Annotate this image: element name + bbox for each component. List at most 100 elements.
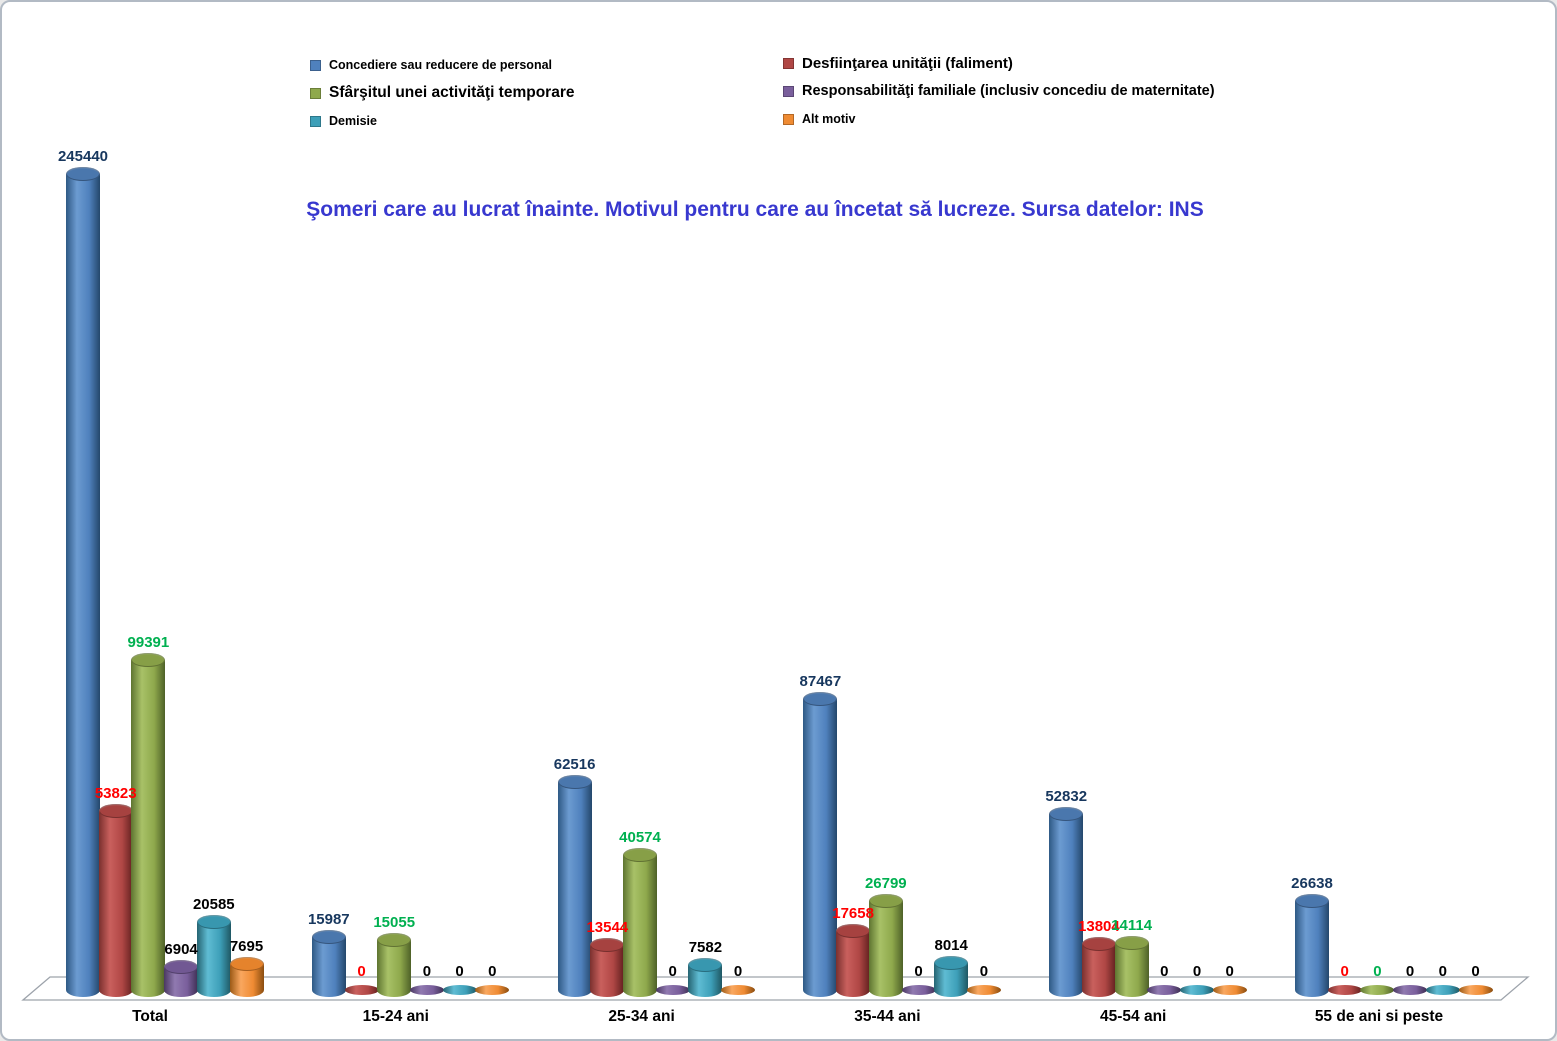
bar-value-label: 26638 [1291, 875, 1333, 892]
bar-value-label: 13544 [586, 919, 629, 936]
chart-title: Şomeri care au lucrat înainte. Motivul p… [306, 198, 1204, 221]
bar-value-label: 17658 [832, 905, 874, 922]
bar-value-label: 0 [1405, 963, 1415, 980]
bar-2-1 [377, 933, 411, 997]
bar-value-label: 14114 [1111, 917, 1153, 934]
legend-swatch-icon [783, 85, 794, 97]
bar-value-label: 6904 [164, 941, 198, 958]
bar-1-2 [590, 938, 624, 997]
bar-4-2 [688, 958, 722, 997]
bar-value-label: 0 [914, 963, 923, 980]
legend-column-left: Concediere sau reducere de personal Sfârş… [310, 51, 575, 135]
bar-value-label: 7582 [688, 939, 723, 956]
bar-value-label: 8014 [934, 937, 968, 954]
bar-zero-5-2 [721, 985, 755, 995]
legend-label: Responsabilităţi familiale (inclusiv con… [802, 83, 1215, 99]
legend-column-right: Desfiinţarea unităţii (faliment) Responsa… [783, 49, 1215, 133]
bar-value-label: 0 [733, 963, 743, 980]
category-label: 25-34 ani [608, 1008, 675, 1025]
bar-value-label: 87467 [799, 673, 842, 690]
bar-value-label: 245440 [57, 148, 109, 165]
category-label: Total [132, 1008, 168, 1025]
bar-1-4 [1082, 937, 1116, 997]
legend-swatch-icon [783, 57, 794, 69]
bar-1-0 [99, 804, 133, 997]
category-label: 15-24 ani [362, 1008, 429, 1025]
bar-zero-5-5 [1459, 985, 1493, 995]
legend-label: Desfiinţarea unităţii (faliment) [802, 54, 1013, 72]
bar-0-2 [558, 775, 592, 997]
legend-label: Sfârşitul unei activităţi temporare [329, 84, 575, 101]
bar-value-label: 0 [1340, 963, 1349, 980]
bar-value-label: 53823 [94, 785, 137, 802]
bar-5-0 [230, 957, 264, 997]
bar-2-0 [131, 653, 165, 997]
bar-value-label: 0 [1471, 963, 1480, 980]
bar-value-label: 0 [1438, 963, 1447, 980]
category-label: 55 de ani si peste [1314, 1008, 1444, 1025]
bar-zero-3-5 [1393, 985, 1427, 995]
bar-3-0 [164, 960, 198, 997]
category-label: 45-54 ani [1100, 1008, 1167, 1025]
bar-zero-5-4 [1213, 985, 1247, 995]
bar-1-3 [836, 924, 870, 997]
legend-item: Demisie [310, 107, 575, 135]
bar-value-label: 26799 [864, 875, 907, 892]
bar-0-0 [66, 167, 100, 997]
legend-item: Concediere sau reducere de personal [310, 51, 575, 79]
bar-value-label: 0 [357, 963, 366, 980]
bar-4-0 [197, 915, 231, 997]
bar-zero-3-2 [656, 985, 690, 995]
legend-label: Concediere sau reducere de personal [329, 58, 553, 72]
bar-value-label: 0 [1225, 963, 1234, 980]
category-label: 35-44 ani [854, 1008, 921, 1025]
legend-swatch-icon [310, 59, 321, 71]
bar-zero-3-4 [1147, 985, 1181, 995]
legend-swatch-icon [310, 87, 321, 99]
bar-zero-4-5 [1426, 985, 1460, 995]
bar-2-3 [869, 894, 903, 997]
bar-value-label: 0 [979, 963, 989, 980]
bar-value-label: 20585 [192, 896, 235, 913]
bar-zero-3-3 [902, 985, 936, 995]
bar-value-label: 15055 [373, 914, 416, 931]
bar-zero-5-1 [475, 985, 509, 995]
legend-item: Sfârşitul unei activităţi temporare [310, 79, 575, 107]
bar-value-label: 99391 [127, 634, 170, 651]
bar-value-label: 0 [488, 963, 497, 980]
bar-0-4 [1049, 807, 1083, 997]
legend-swatch-icon [310, 115, 321, 127]
bar-0-1 [312, 930, 346, 997]
bar-value-label: 40574 [619, 829, 661, 846]
bar-zero-1-1 [345, 985, 379, 995]
bar-zero-5-3 [967, 985, 1001, 995]
bar-value-label: 7695 [229, 938, 264, 955]
legend-item: Desfiinţarea unităţii (faliment) [783, 49, 1215, 77]
bar-value-label: 0 [1160, 963, 1169, 980]
bar-0-5 [1295, 894, 1329, 997]
bar-value-label: 15987 [307, 911, 350, 928]
bar-4-3 [934, 956, 968, 997]
legend-label: Alt motiv [802, 112, 856, 126]
bar-value-label: 13804 [1078, 918, 1120, 935]
bar-zero-4-1 [443, 985, 477, 995]
legend-item: Responsabilităţi familiale (inclusiv con… [783, 77, 1215, 105]
bar-zero-2-5 [1360, 985, 1394, 995]
bar-value-label: 0 [455, 963, 464, 980]
legend-label: Demisie [329, 114, 377, 128]
bar-value-label: 0 [1192, 963, 1202, 980]
bar-value-label: 52832 [1045, 788, 1088, 805]
bar-zero-4-4 [1180, 985, 1214, 995]
bar-value-label: 0 [668, 963, 677, 980]
bar-value-label: 0 [422, 963, 432, 980]
bar-zero-3-1 [410, 985, 444, 995]
bar-0-3 [803, 692, 837, 997]
bar-value-label: 0 [1373, 963, 1382, 980]
bar-2-4 [1115, 936, 1149, 997]
legend-swatch-icon [783, 113, 794, 125]
bar-value-label: 62516 [553, 756, 596, 773]
legend-item: Alt motiv [783, 105, 1215, 133]
bar-zero-1-5 [1328, 985, 1362, 995]
